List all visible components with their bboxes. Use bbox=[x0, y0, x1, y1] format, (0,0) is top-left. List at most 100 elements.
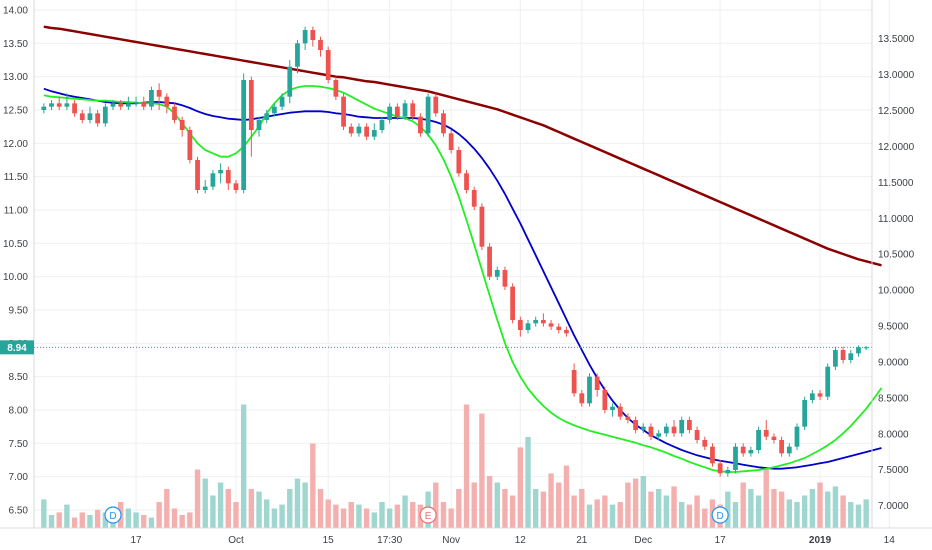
volume-bar bbox=[325, 499, 331, 528]
dividend-marker bbox=[104, 506, 122, 524]
volume-bar bbox=[233, 502, 239, 528]
candle-body bbox=[179, 120, 185, 130]
candle-body bbox=[594, 376, 600, 390]
candle-body bbox=[733, 446, 738, 470]
candle-body bbox=[540, 320, 546, 324]
candle-body bbox=[102, 106, 108, 124]
volume-bar bbox=[748, 489, 754, 528]
volume-bar bbox=[194, 469, 201, 528]
time-axis-tick-label: Oct bbox=[228, 535, 244, 546]
volume-bar bbox=[755, 495, 762, 528]
volume-bar bbox=[317, 489, 324, 528]
volume-bar bbox=[379, 502, 385, 528]
left-axis-tick-label: 12.00 bbox=[3, 139, 28, 150]
volume-bar bbox=[87, 515, 93, 528]
candle-body bbox=[494, 270, 500, 277]
left-axis-tick-label: 8.00 bbox=[9, 406, 29, 417]
earnings-marker bbox=[419, 506, 437, 524]
left-axis-tick-label: 10.50 bbox=[3, 239, 28, 250]
volume-bar bbox=[356, 504, 362, 528]
volume-bar bbox=[302, 482, 308, 528]
right-axis-tick-label: 9.5000 bbox=[878, 322, 909, 333]
left-price-axis: 14.00 13.50 13.00 12.50 12.00 11.50 11.00 10.50… bbox=[3, 6, 28, 517]
candle-body bbox=[279, 96, 285, 107]
volume-bar bbox=[240, 404, 247, 528]
candle-body bbox=[195, 160, 200, 190]
volume-bar bbox=[310, 443, 316, 528]
volume-bar bbox=[801, 495, 808, 528]
time-axis-tick-label: Nov bbox=[442, 535, 460, 546]
volume-bar bbox=[486, 476, 493, 528]
candle-body bbox=[710, 446, 715, 464]
volume-bar bbox=[463, 404, 470, 528]
volume-bar bbox=[48, 515, 55, 528]
candle-body bbox=[863, 347, 869, 349]
candle-body bbox=[525, 323, 531, 330]
volume-bar bbox=[363, 508, 370, 528]
dividend-marker bbox=[711, 506, 729, 524]
right-axis-tick-label: 7.5000 bbox=[878, 465, 909, 476]
candle-body bbox=[272, 106, 277, 114]
candle-body bbox=[371, 130, 377, 137]
candle-body bbox=[533, 320, 539, 324]
right-axis-tick-label: 10.0000 bbox=[878, 286, 915, 297]
candle-body bbox=[648, 426, 654, 437]
time-axis-tick-label: 17:30 bbox=[377, 535, 402, 546]
volume-bar bbox=[41, 499, 47, 528]
candle-body bbox=[394, 106, 400, 117]
candle-body bbox=[671, 426, 677, 434]
candle-body bbox=[579, 393, 585, 404]
volume-bar bbox=[679, 502, 685, 528]
candle-body bbox=[817, 393, 823, 397]
candle-body bbox=[202, 186, 208, 190]
volume-bar bbox=[56, 512, 62, 528]
volume-bar bbox=[217, 482, 224, 528]
grid bbox=[34, 0, 890, 528]
candle-body bbox=[348, 126, 354, 134]
candle-body bbox=[149, 90, 154, 107]
volume-bar bbox=[740, 482, 746, 528]
moving-average-line bbox=[43, 87, 882, 470]
volume-bar bbox=[863, 499, 869, 528]
volume-bar bbox=[648, 491, 654, 528]
left-axis-tick-label: 7.00 bbox=[9, 472, 29, 483]
right-axis-tick-label: 13.0000 bbox=[878, 70, 915, 81]
volume-bar bbox=[563, 465, 570, 528]
volume-bar bbox=[448, 508, 454, 528]
volume-bar bbox=[456, 489, 462, 528]
candle-body bbox=[110, 103, 116, 107]
candle-body bbox=[479, 206, 485, 247]
volume-bar bbox=[548, 473, 554, 528]
candle-body bbox=[233, 183, 239, 190]
volume-bar bbox=[256, 491, 262, 528]
volume-bar bbox=[348, 502, 354, 528]
candle-body bbox=[310, 30, 316, 40]
volume-bar bbox=[333, 504, 339, 528]
candle-body bbox=[702, 440, 708, 447]
candle-body bbox=[602, 390, 608, 410]
left-axis-tick-label: 7.50 bbox=[9, 439, 29, 450]
volume-bar bbox=[809, 489, 816, 528]
candle-body bbox=[587, 376, 592, 404]
candle-body bbox=[725, 470, 731, 474]
volume-bar bbox=[171, 508, 178, 528]
volume-bar bbox=[533, 489, 539, 528]
candle-body bbox=[379, 120, 385, 130]
right-axis-tick-label: 12.5000 bbox=[878, 106, 915, 117]
candle-body bbox=[364, 126, 370, 137]
candle-body bbox=[748, 450, 754, 454]
candle-body bbox=[295, 43, 300, 67]
candle-body bbox=[756, 430, 761, 450]
candle-body bbox=[56, 103, 62, 107]
left-axis-tick-label: 9.50 bbox=[9, 306, 29, 317]
candle-body bbox=[740, 446, 746, 454]
left-axis-tick-label: 11.00 bbox=[4, 206, 29, 217]
candle-body bbox=[640, 426, 646, 430]
volume-bar bbox=[202, 478, 208, 528]
volume-bar bbox=[156, 502, 162, 528]
volume-bar bbox=[509, 495, 516, 528]
candle-body bbox=[617, 406, 623, 417]
candle-body bbox=[49, 103, 54, 107]
volume-bar bbox=[433, 482, 439, 528]
volume-bar bbox=[640, 476, 646, 528]
